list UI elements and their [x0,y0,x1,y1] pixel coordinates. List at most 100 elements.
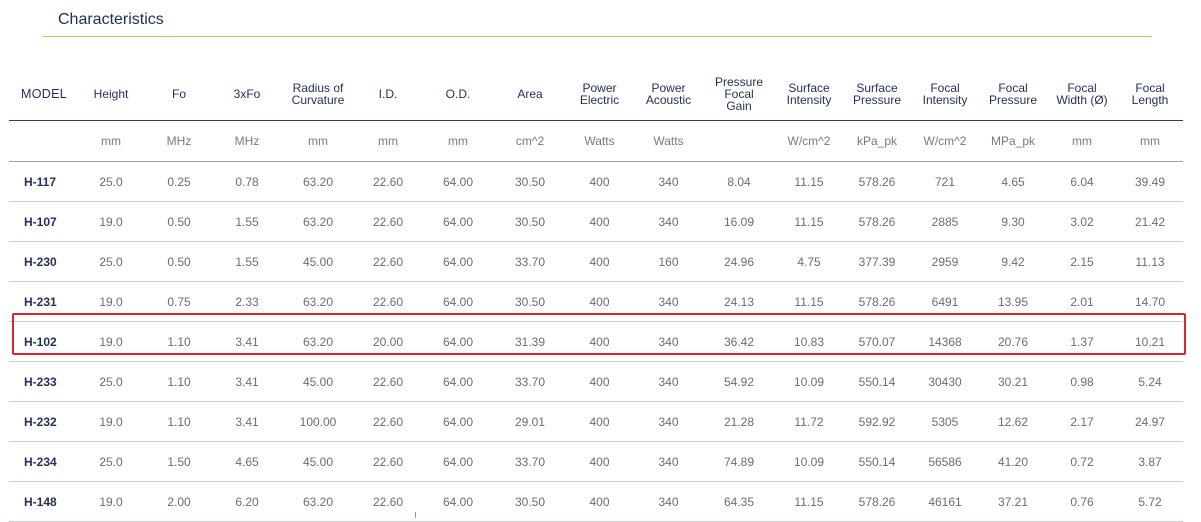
value-cell: 550.14 [843,361,911,402]
value-cell: 30.21 [979,361,1047,402]
value-cell: 11.15 [775,281,843,322]
value-cell: 22.60 [355,481,421,522]
value-cell: 64.00 [421,241,495,282]
value-cell: 41.20 [979,441,1047,482]
value-cell: 578.26 [843,161,911,202]
unit-cell: mm [281,120,355,162]
value-cell: 30.50 [495,281,565,322]
value-cell: 20.76 [979,321,1047,362]
value-cell: 22.60 [355,441,421,482]
value-cell: 63.20 [281,281,355,322]
value-cell: 5305 [911,401,979,442]
model-cell: H-234 [9,441,77,482]
value-cell: 22.60 [355,201,421,242]
value-cell: 0.25 [145,161,213,202]
model-cell: H-117 [9,161,77,202]
unit-cell: MHz [145,120,213,162]
value-cell: 2885 [911,201,979,242]
value-cell: 1.10 [145,321,213,362]
value-cell: 11.15 [775,161,843,202]
unit-cell: mm [1117,120,1183,162]
value-cell: 340 [634,161,703,202]
unit-cell: mm [355,120,421,162]
value-cell: 45.00 [281,241,355,282]
table-row: H-232 19.0 1.10 3.41 100.00 22.60 64.00 29.01 40… [9,401,1183,442]
value-cell: 0.76 [1047,481,1117,522]
unit-cell: W/cm^2 [911,120,979,162]
value-cell: 4.75 [775,241,843,282]
column-header: 3xFo [213,68,281,121]
value-cell: 21.42 [1117,201,1183,242]
value-cell: 64.35 [703,481,775,522]
table-row: H-231 19.0 0.75 2.33 63.20 22.60 64.00 30.50 400… [9,281,1183,322]
value-cell: 56586 [911,441,979,482]
value-cell: 10.09 [775,441,843,482]
value-cell: 6.20 [213,481,281,522]
unit-cell: cm^2 [495,120,565,162]
value-cell: 24.96 [703,241,775,282]
value-cell: 11.72 [775,401,843,442]
value-cell: 30.50 [495,201,565,242]
value-cell: 30.50 [495,481,565,522]
value-cell: 1.10 [145,361,213,402]
value-cell: 16.09 [703,201,775,242]
highlighted-row-outline [12,313,1186,355]
value-cell: 2.00 [145,481,213,522]
column-header: Surface Intensity [775,68,843,121]
value-cell: 400 [565,401,634,442]
value-cell: 63.20 [281,321,355,362]
value-cell: 36.42 [703,321,775,362]
value-cell: 25.0 [77,441,145,482]
value-cell: 24.97 [1117,401,1183,442]
value-cell: 3.41 [213,401,281,442]
column-header: Focal Pressure [979,68,1047,121]
unit-cell: W/cm^2 [775,120,843,162]
column-header: I.D. [355,68,421,121]
value-cell: 64.00 [421,441,495,482]
value-cell: 63.20 [281,161,355,202]
value-cell: 46161 [911,481,979,522]
value-cell: 340 [634,201,703,242]
value-cell: 54.92 [703,361,775,402]
value-cell: 400 [565,241,634,282]
page-title: Characteristics [58,11,164,28]
column-header: Power Acoustic [634,68,703,121]
unit-cell: Watts [634,120,703,162]
value-cell: 400 [565,441,634,482]
column-header: Fo [145,68,213,121]
value-cell: 340 [634,441,703,482]
value-cell: 550.14 [843,441,911,482]
model-cell: H-233 [9,361,77,402]
column-header: Focal Intensity [911,68,979,121]
value-cell: 19.0 [77,321,145,362]
model-cell: H-232 [9,401,77,442]
value-cell: 6491 [911,281,979,322]
value-cell: 37.21 [979,481,1047,522]
value-cell: 3.41 [213,321,281,362]
model-cell: H-231 [9,281,77,322]
value-cell: 13.95 [979,281,1047,322]
column-header: O.D. [421,68,495,121]
value-cell: 64.00 [421,481,495,522]
table-body: mm MHz MHz mm mm mm cm^2 Watts Watts W/cm^2 kPa_pk… [9,120,1183,522]
value-cell: 0.50 [145,201,213,242]
value-cell: 100.00 [281,401,355,442]
unit-cell: mm [1047,120,1117,162]
value-cell: 10.21 [1117,321,1183,362]
units-row: mm MHz MHz mm mm mm cm^2 Watts Watts W/cm^2 kPa_pk… [9,120,1183,162]
value-cell: 45.00 [281,361,355,402]
value-cell: 400 [565,281,634,322]
value-cell: 22.60 [355,241,421,282]
value-cell: 31.39 [495,321,565,362]
value-cell: 2.17 [1047,401,1117,442]
value-cell: 4.65 [213,441,281,482]
model-cell: H-102 [9,321,77,362]
value-cell: 25.0 [77,241,145,282]
value-cell: 30430 [911,361,979,402]
value-cell: 340 [634,281,703,322]
value-cell: 64.00 [421,281,495,322]
model-cell: H-230 [9,241,77,282]
title-divider [42,36,1152,37]
unit-cell: MPa_pk [979,120,1047,162]
value-cell: 3.41 [213,361,281,402]
